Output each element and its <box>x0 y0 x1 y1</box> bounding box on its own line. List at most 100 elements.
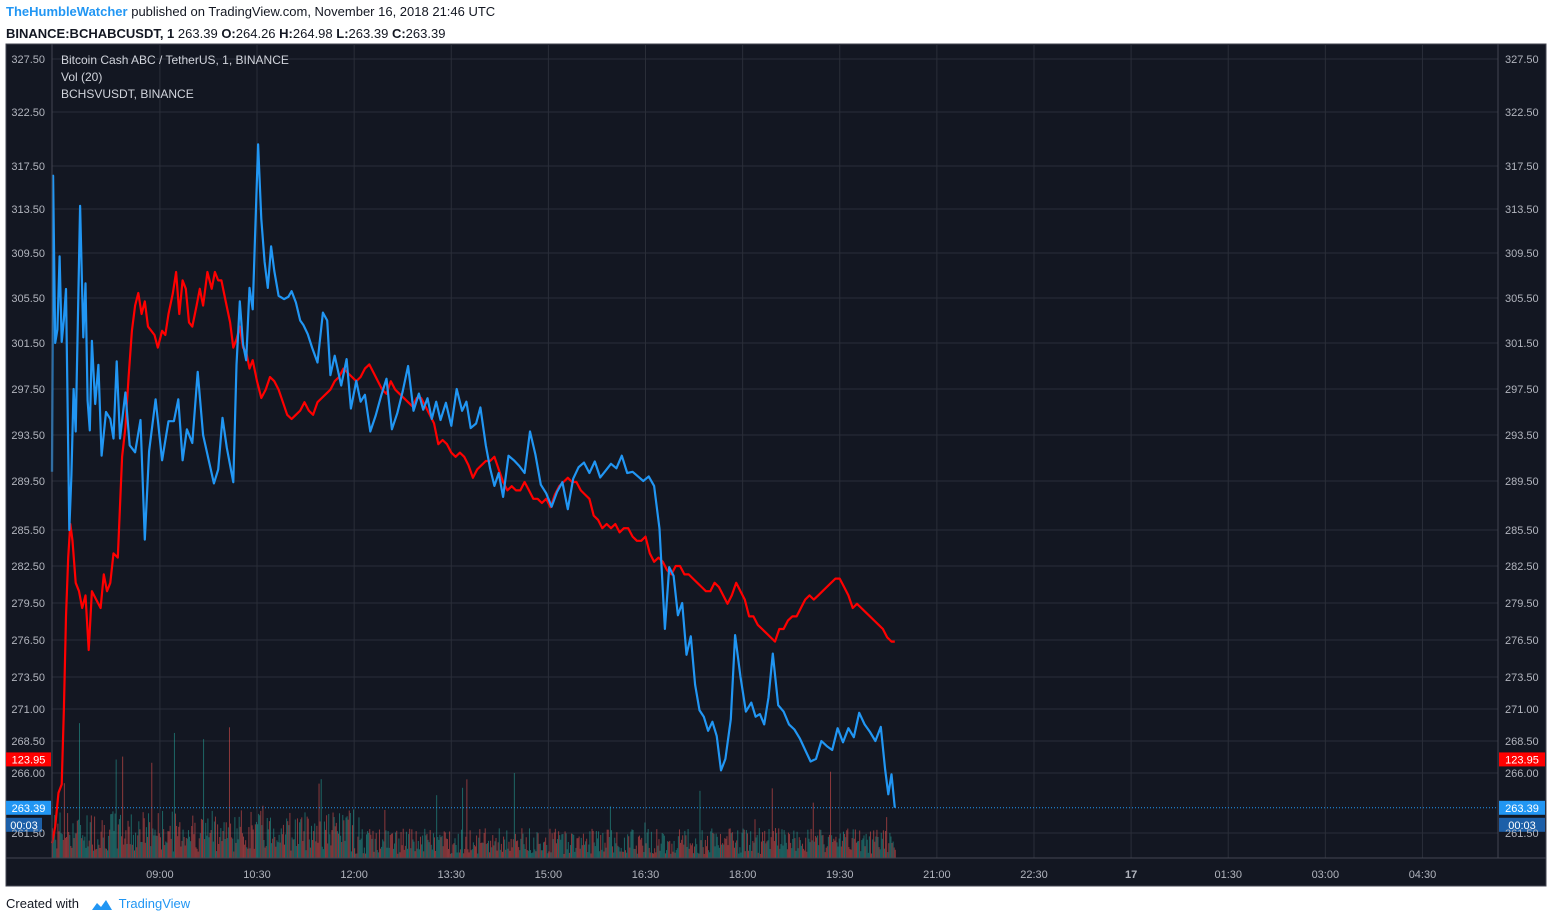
volume-bar <box>78 723 80 858</box>
volume-bar <box>681 839 683 858</box>
volume-bar <box>603 851 605 858</box>
volume-bar <box>766 841 768 858</box>
volume-bar <box>260 810 262 858</box>
volume-bar <box>273 828 275 858</box>
volume-bar <box>852 829 854 858</box>
volume-bar <box>340 835 342 858</box>
volume-bar <box>111 813 113 858</box>
volume-bar <box>362 853 364 858</box>
volume-bar <box>501 851 503 858</box>
compare-price-badge-left: 123.95 <box>12 754 46 766</box>
volume-bar <box>813 841 815 858</box>
volume-bar <box>700 840 702 858</box>
volume-bar <box>318 783 320 858</box>
volume-bar <box>736 840 738 858</box>
volume-bar <box>182 829 184 858</box>
volume-bar <box>503 836 505 858</box>
volume-bar <box>765 843 767 858</box>
volume-bar <box>76 820 78 858</box>
volume-bar <box>499 849 501 858</box>
volume-bar <box>875 836 877 858</box>
legend: Bitcoin Cash ABC / TetherUS, 1, BINANCE … <box>61 53 289 101</box>
volume-bar <box>528 828 530 858</box>
volume-bar <box>305 850 307 858</box>
volume-bar <box>258 813 260 858</box>
x-tick-label: 18:00 <box>729 869 757 881</box>
volume-bar <box>402 828 404 858</box>
x-tick-label: 17 <box>1125 869 1137 881</box>
volume-bar <box>84 836 86 858</box>
volume-bar <box>876 829 878 858</box>
volume-bar <box>749 844 751 858</box>
volume-bar <box>594 846 596 858</box>
volume-bar <box>189 836 191 858</box>
volume-bar <box>284 844 286 858</box>
volume-bar <box>153 835 155 858</box>
volume-bar <box>455 844 457 858</box>
chart-background <box>5 43 1547 887</box>
volume-bar <box>565 833 567 858</box>
volume-bar <box>789 834 791 858</box>
volume-bar <box>518 847 520 858</box>
volume-bar <box>818 845 820 858</box>
volume-bar <box>277 842 279 858</box>
volume-bar <box>530 850 532 858</box>
volume-bar <box>212 841 214 858</box>
volume-bar <box>830 771 832 858</box>
volume-bar <box>55 839 57 858</box>
volume-bar <box>119 814 121 858</box>
volume-bar <box>77 819 79 858</box>
tradingview-brand[interactable]: TradingView <box>118 896 191 911</box>
author-link[interactable]: TheHumbleWatcher <box>6 4 128 19</box>
volume-bar <box>874 841 876 858</box>
volume-bar <box>458 852 460 858</box>
volume-bar <box>831 835 833 858</box>
volume-bar <box>304 812 306 858</box>
volume-bar <box>429 830 431 858</box>
volume-bar <box>544 841 546 858</box>
volume-bar <box>245 840 247 858</box>
volume-bar <box>267 829 269 858</box>
volume-bar <box>130 814 132 858</box>
volume-bar <box>86 815 88 858</box>
volume-bar <box>481 842 483 858</box>
y-tick-label-l: 297.50 <box>11 384 45 396</box>
volume-bar <box>453 843 455 858</box>
volume-bar <box>223 822 225 858</box>
volume-bar <box>640 839 642 858</box>
volume-bar <box>586 838 588 858</box>
volume-bar <box>446 839 448 858</box>
volume-bar <box>378 829 380 858</box>
compare-price-badge-right-bg <box>1499 752 1545 767</box>
x-tick-label: 21:00 <box>923 869 951 881</box>
volume-bar <box>865 833 867 858</box>
y-tick-label-l: 322.50 <box>11 107 45 119</box>
volume-bar <box>888 843 890 858</box>
volume-bar <box>535 851 537 858</box>
volume-bar <box>866 839 868 858</box>
last-price: 263.39 <box>177 26 218 41</box>
volume-bar <box>102 837 104 858</box>
volume-bar <box>664 853 666 858</box>
volume-bar <box>887 852 889 858</box>
volume-bar <box>204 839 206 858</box>
volume-bar <box>165 841 167 858</box>
volume-bar <box>696 844 698 858</box>
volume-bar <box>366 834 368 858</box>
legend-entry-vol: Vol (20) <box>61 70 102 84</box>
volume-bar <box>704 839 706 858</box>
volume-bar <box>288 825 290 858</box>
volume-bar <box>255 821 257 858</box>
volume-bar <box>435 850 437 858</box>
volume-bar <box>262 805 264 858</box>
volume-bar <box>81 838 83 858</box>
volume-bar <box>217 824 219 858</box>
volume-bar <box>546 845 548 858</box>
volume-bar <box>424 828 426 858</box>
volume-bar <box>342 814 344 858</box>
volume-bar <box>214 816 216 858</box>
volume-bar <box>776 833 778 858</box>
volume-bar <box>263 839 265 858</box>
volume-bar <box>449 831 451 858</box>
